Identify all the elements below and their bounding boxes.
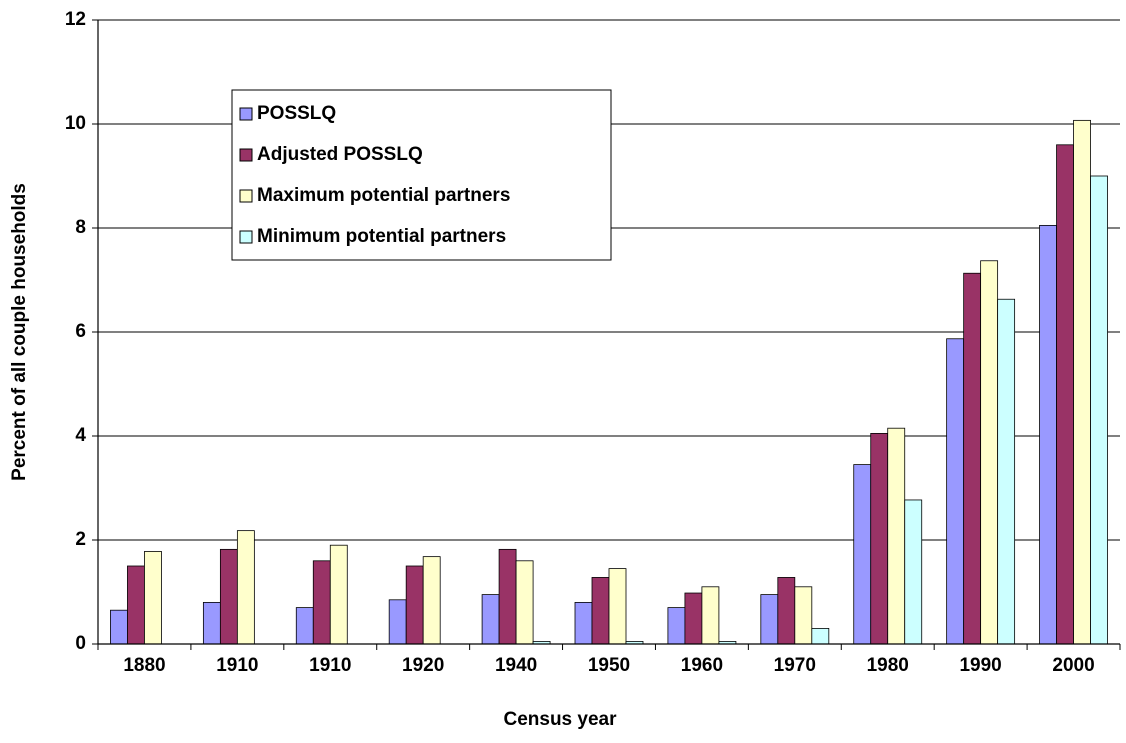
- legend-label: POSSLQ: [257, 103, 336, 124]
- bar: [219, 548, 238, 645]
- x-tick-label: 1910: [216, 655, 258, 676]
- y-tick-label: 12: [65, 9, 86, 30]
- y-tick-label: 8: [75, 217, 86, 238]
- bar: [760, 594, 779, 645]
- x-tick-label: 1880: [123, 655, 165, 676]
- bar: [887, 427, 906, 645]
- bar: [329, 544, 348, 645]
- legend-swatch: [239, 148, 253, 162]
- bar: [1056, 144, 1074, 645]
- y-tick-label: 4: [75, 425, 86, 446]
- bar: [811, 628, 830, 645]
- legend-swatch: [239, 230, 253, 244]
- bar: [127, 565, 145, 645]
- bar: [904, 499, 923, 645]
- y-axis-title: Percent of all couple households: [9, 183, 30, 481]
- bar: [295, 607, 314, 645]
- legend-label: Adjusted POSSLQ: [257, 144, 423, 165]
- bar: [422, 556, 441, 645]
- legend-label: Minimum potential partners: [257, 226, 506, 247]
- y-tick-label: 2: [75, 529, 86, 550]
- bar: [1039, 224, 1057, 645]
- x-tick-label: 1960: [681, 655, 723, 676]
- x-axis-title: Census year: [503, 709, 617, 730]
- bar: [481, 594, 500, 645]
- legend-swatch: [239, 107, 253, 121]
- bar: [946, 338, 965, 645]
- x-tick-label: 2000: [1052, 655, 1094, 676]
- bar: [591, 577, 610, 645]
- bar: [1073, 119, 1091, 645]
- x-tick-label: 1940: [495, 655, 537, 676]
- bar: [980, 260, 999, 645]
- y-tick-label: 6: [75, 321, 86, 342]
- bar: [574, 602, 593, 645]
- bar: [498, 548, 517, 645]
- y-tick-label: 0: [75, 633, 86, 654]
- x-tick-label: 1920: [402, 655, 444, 676]
- bar: [997, 298, 1016, 645]
- legend-swatch: [239, 189, 253, 203]
- bar: [202, 602, 221, 645]
- bar: [870, 432, 889, 645]
- legend-label: Maximum potential partners: [257, 185, 510, 206]
- x-tick-label: 1910: [309, 655, 351, 676]
- bar: [777, 577, 796, 645]
- bar: [236, 530, 255, 645]
- bar: [684, 592, 703, 645]
- bar: [515, 560, 534, 645]
- bar: [701, 586, 720, 645]
- bar: [388, 599, 407, 645]
- bar: [853, 464, 872, 645]
- x-tick-label: 1990: [959, 655, 1001, 676]
- x-tick-label: 1980: [867, 655, 909, 676]
- y-tick-label: 10: [65, 113, 86, 134]
- x-tick-label: 1950: [588, 655, 630, 676]
- bar: [1090, 175, 1108, 645]
- bar: [405, 565, 424, 645]
- legend-box: [231, 89, 612, 261]
- bar: [794, 586, 813, 645]
- bar: [144, 551, 162, 645]
- x-tick-label: 1970: [774, 655, 816, 676]
- bar: [312, 560, 331, 645]
- bar: [110, 609, 128, 645]
- bar: [667, 607, 686, 645]
- bar: [608, 568, 627, 645]
- bar: [963, 272, 982, 645]
